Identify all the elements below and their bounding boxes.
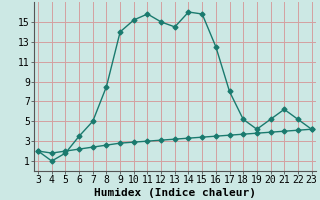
X-axis label: Humidex (Indice chaleur): Humidex (Indice chaleur) (94, 188, 256, 198)
